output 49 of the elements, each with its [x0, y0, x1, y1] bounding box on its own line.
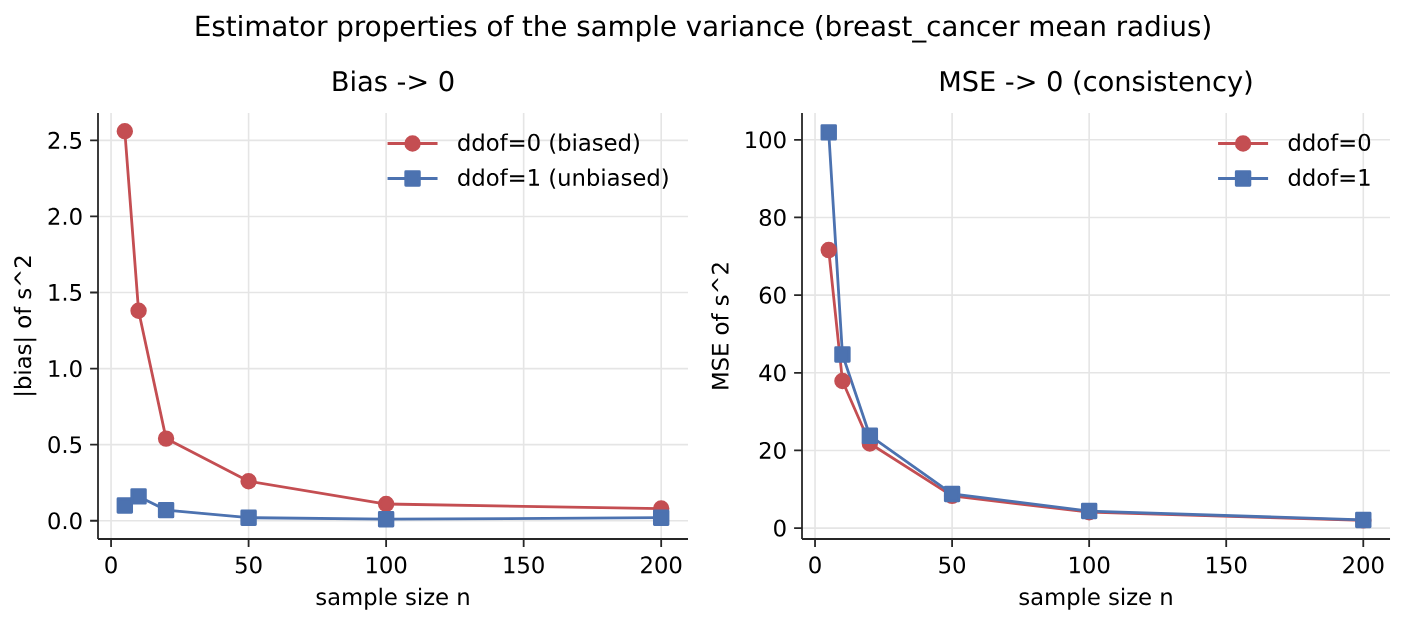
y-axis-title: MSE of s^2 — [711, 263, 729, 389]
x-tick-label: 100 — [366, 556, 407, 574]
legend-label: ddof=1 (unbiased) — [458, 168, 668, 189]
point — [130, 302, 147, 319]
x-tick-label: 50 — [235, 556, 262, 574]
x-tick-label: 200 — [641, 556, 682, 574]
y-tick-label: 20 — [759, 441, 786, 460]
y-tick-label: 0.5 — [48, 436, 82, 454]
x-axis-title: sample size n — [1019, 587, 1172, 610]
point — [130, 488, 147, 505]
point — [240, 472, 257, 490]
x-tick-label: 150 — [504, 556, 544, 574]
y-tick-label: 40 — [759, 364, 786, 382]
y-tick-label: 1.5 — [49, 284, 82, 301]
point — [157, 501, 175, 519]
point — [834, 346, 851, 363]
x-tick-label: 0 — [809, 556, 821, 574]
x-tick-label: 100 — [1069, 556, 1110, 574]
point — [861, 427, 879, 444]
y-tick-label: 0 — [774, 519, 786, 537]
y-tick-label: 2.5 — [48, 131, 82, 149]
legend-label: ddof=0 — [1288, 133, 1371, 151]
point — [116, 123, 134, 140]
point — [820, 241, 837, 259]
y-tick-label: 100 — [746, 131, 786, 149]
x-tick-label: 200 — [1343, 556, 1384, 574]
x-tick-label: 150 — [1207, 556, 1247, 574]
x-tick-label: 50 — [939, 556, 966, 574]
point — [116, 497, 134, 514]
y-tick-label: 80 — [759, 208, 786, 227]
point — [834, 372, 851, 390]
y-tick-label: 0.0 — [48, 512, 82, 530]
legend-label: ddof=1 — [1288, 168, 1370, 186]
point — [652, 509, 670, 526]
x-axis-title: sample size n — [316, 587, 469, 610]
y-tick-label: 60 — [759, 286, 786, 304]
point — [820, 124, 837, 141]
y-axis-title: |bias| of s^2 — [13, 256, 37, 395]
chart-title: Bias -> 0 — [333, 70, 454, 92]
x-tick-label: 0 — [105, 556, 117, 574]
text: Estimator properties of the sample variance (breast_cancer mean radius) — [196, 14, 1210, 43]
chart-title: MSE -> 0 (consistency) — [940, 70, 1252, 97]
y-tick-label: 2.0 — [48, 207, 82, 226]
y-tick-label: 1.0 — [49, 360, 82, 378]
legend-label: ddof=0 (biased) — [458, 133, 639, 154]
point — [240, 509, 257, 526]
point — [377, 495, 395, 513]
point — [157, 430, 175, 447]
point — [377, 511, 395, 528]
